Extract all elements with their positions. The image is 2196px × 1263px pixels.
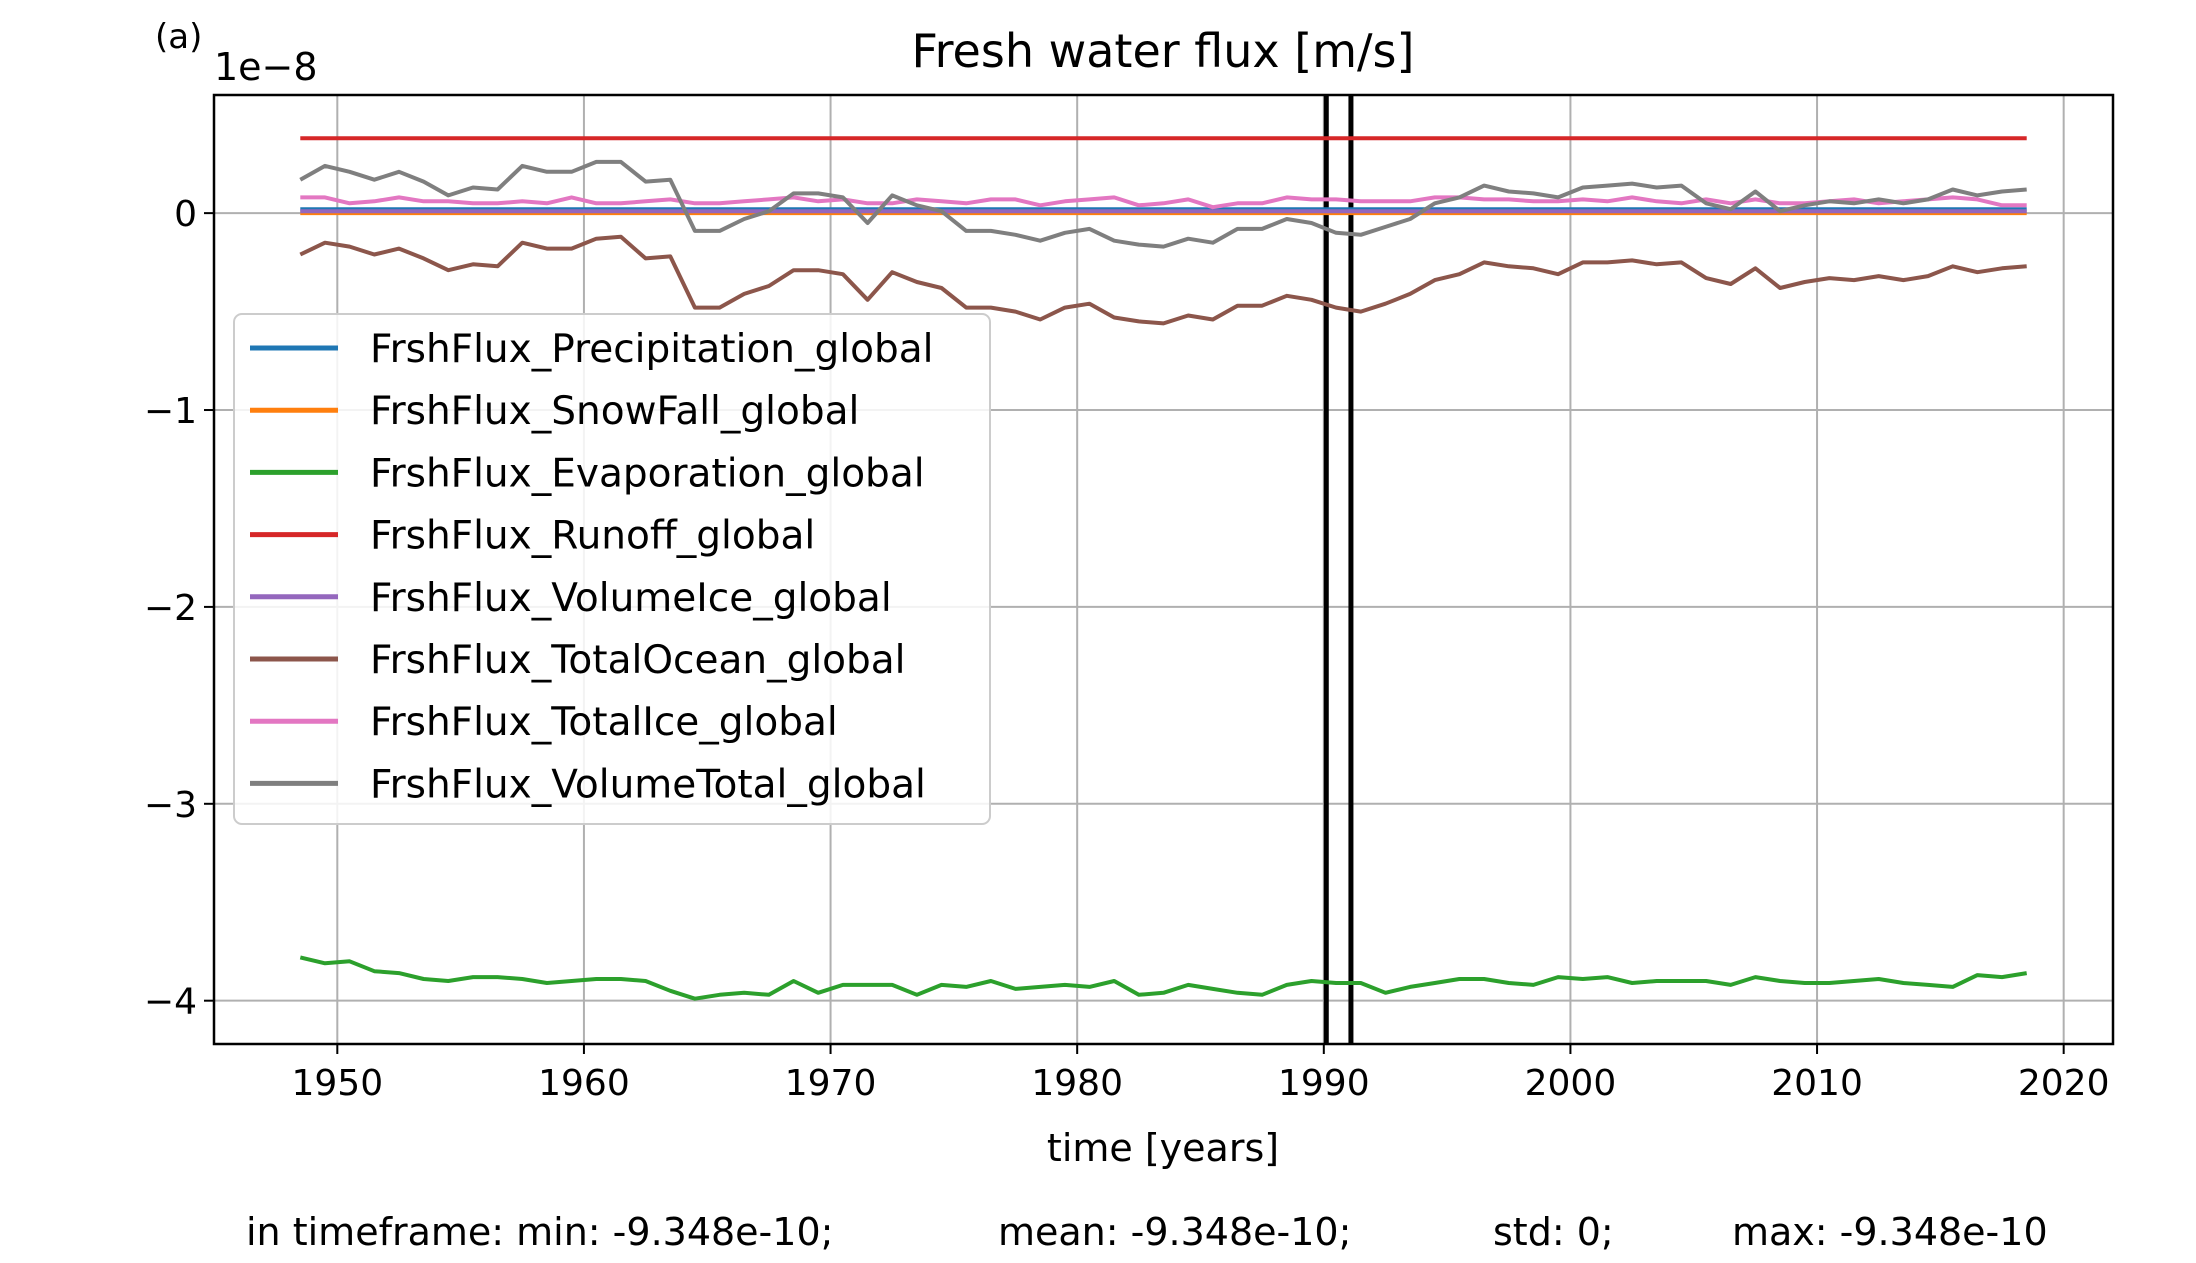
panel-label: (a) [155,17,202,57]
y-tick-label: −2 [144,588,197,629]
legend-label-frshflux-totalocean-global: FrshFlux_TotalOcean_global [370,638,906,683]
x-tick-label: 2020 [2018,1063,2110,1104]
legend-entries: FrshFlux_Precipitation_global FrshFlux_Sn… [250,327,933,807]
y-tick-label: 0 [174,194,197,235]
legend-label-frshflux-precipitation-global: FrshFlux_Precipitation_global [370,327,933,372]
legend-label-frshflux-volumetotal-global: FrshFlux_VolumeTotal_global [370,762,926,807]
footer-max: max: -9.348e-10 [1732,1210,2048,1254]
x-tick-label: 1980 [1031,1063,1123,1104]
legend: FrshFlux_Precipitation_global FrshFlux_Sn… [233,313,991,825]
footer-min: in timeframe: min: -9.348e-10; [246,1210,833,1254]
series-line-frshflux-totalocean-global [299,234,2027,326]
y-tick-label: −1 [144,391,197,432]
y-offset-label: 1e−8 [214,45,318,89]
series-group [299,136,2028,1001]
legend-label-frshflux-snowfall-global: FrshFlux_SnowFall_global [370,389,859,434]
x-tick-label: 2010 [1771,1063,1863,1104]
x-axis: 1950 1960 1970 1980 1990 2000 2010 2020 [291,1044,2109,1104]
vertical-markers [1323,95,1354,1044]
x-tick-label: 2000 [1525,1063,1617,1104]
x-tick-label: 1970 [785,1063,877,1104]
x-axis-label: time [years] [1047,1126,1279,1170]
y-tick-label: −4 [144,982,197,1023]
footer-std: std: 0; [1493,1210,1614,1254]
y-tick-label: −3 [144,785,197,826]
legend-label-frshflux-totalice-global: FrshFlux_TotalIce_global [370,700,838,745]
y-axis: 0 −1 −2 −3 −4 [144,194,214,1023]
legend-box [233,313,991,825]
legend-label-frshflux-volumeice-global: FrshFlux_VolumeIce_global [370,576,892,621]
x-tick-label: 1950 [291,1063,383,1104]
x-tick-label: 1990 [1278,1063,1370,1104]
chart-title: Fresh water flux [m/s] [912,24,1415,78]
series-line-frshflux-volumetotal-global [299,159,2027,249]
legend-label-frshflux-evaporation-global: FrshFlux_Evaporation_global [370,451,925,496]
series-line-frshflux-evaporation-global [299,955,2028,1001]
footer-mean: mean: -9.348e-10; [998,1210,1351,1254]
legend-label-frshflux-runoff-global: FrshFlux_Runoff_global [370,514,815,559]
x-tick-label: 1960 [538,1063,630,1104]
plot-frame [212,93,2115,1046]
